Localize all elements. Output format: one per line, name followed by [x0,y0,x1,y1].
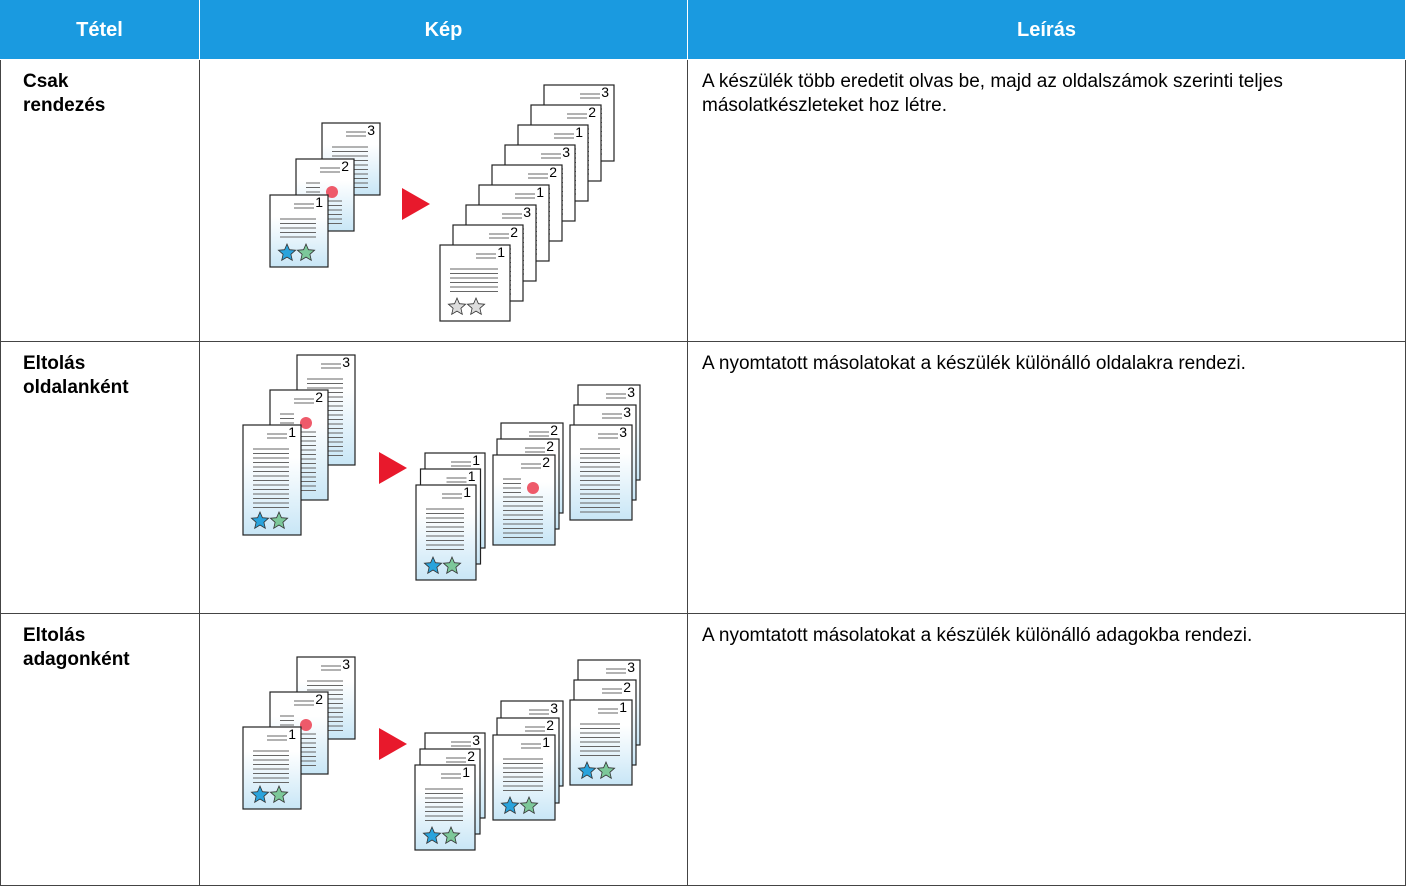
page-number: 3 [562,144,570,160]
description-cell-text: A nyomtatott másolatokat a készülék külö… [702,353,1246,374]
star [466,296,486,316]
star [441,825,461,845]
page-number: 3 [367,122,375,138]
description-cell-text: A nyomtatott másolatokat a készülék külö… [702,625,1253,646]
page-number: 1 [463,484,471,500]
star [519,795,539,815]
header-cell: Tétel [0,0,200,60]
page-number: 1 [542,734,550,750]
page-number: 1 [497,244,505,260]
page-number: 2 [549,164,557,180]
header-cell-text: Kép [424,19,463,41]
item-cell-text: Csak rendezés [23,71,106,116]
star [250,784,270,804]
item-cell-text: Eltolás adagonként [23,625,130,670]
page-number: 2 [341,158,349,174]
item-cell: Csak rendezés [0,60,200,342]
item-cell: Eltolás oldalanként [0,342,200,614]
star [422,825,442,845]
page-number: 1 [472,452,480,468]
star [269,510,289,530]
page-number: 3 [342,656,350,672]
page-number: 3 [623,404,631,420]
page-number: 3 [627,659,635,675]
page-number: 2 [546,438,554,454]
page-number: 2 [623,679,631,695]
page-number: 2 [467,748,475,764]
page-number: 2 [315,389,323,405]
star [277,242,297,262]
star [250,510,270,530]
page [492,454,556,546]
image-cell [200,342,688,614]
dot [527,482,539,494]
page-number: 2 [510,224,518,240]
page-number: 1 [619,699,627,715]
dot [300,417,312,429]
page-number: 3 [601,84,609,100]
page-number: 1 [315,194,323,210]
page-number: 3 [472,732,480,748]
page-number: 3 [619,424,627,440]
arrow [379,728,407,760]
star [577,760,597,780]
page-number: 2 [550,422,558,438]
page-number: 1 [288,424,296,440]
header-cell-text: Tétel [76,19,123,41]
page [569,424,633,521]
page-number: 1 [536,184,544,200]
header-cell: Kép [200,0,688,60]
star [423,555,443,575]
page-number: 1 [462,764,470,780]
star [447,296,467,316]
star [442,555,462,575]
page-number: 3 [342,354,350,370]
star [596,760,616,780]
page-number: 1 [468,468,476,484]
page-number: 2 [542,454,550,470]
page-number: 1 [575,124,583,140]
arrow [379,452,407,484]
page [242,726,302,810]
page-number: 2 [315,691,323,707]
page-number: 2 [588,104,596,120]
page-number: 3 [523,204,531,220]
star [269,784,289,804]
star [500,795,520,815]
description-cell-text: A készülék több eredetit olvas be, majd … [702,71,1283,116]
arrow [402,188,430,220]
page-number: 1 [288,726,296,742]
page-number: 2 [546,717,554,733]
header-cell: Leírás [688,0,1406,60]
page [269,194,329,268]
page-number: 3 [550,700,558,716]
header-cell-text: Leírás [1017,19,1076,41]
image-cell [200,60,688,342]
description-cell: A készülék több eredetit olvas be, majd … [688,60,1406,342]
star [296,242,316,262]
dot [300,719,312,731]
item-cell-text: Eltolás oldalanként [23,353,129,398]
page-number: 3 [627,384,635,400]
dot [326,186,338,198]
item-cell: Eltolás adagonként [0,614,200,886]
